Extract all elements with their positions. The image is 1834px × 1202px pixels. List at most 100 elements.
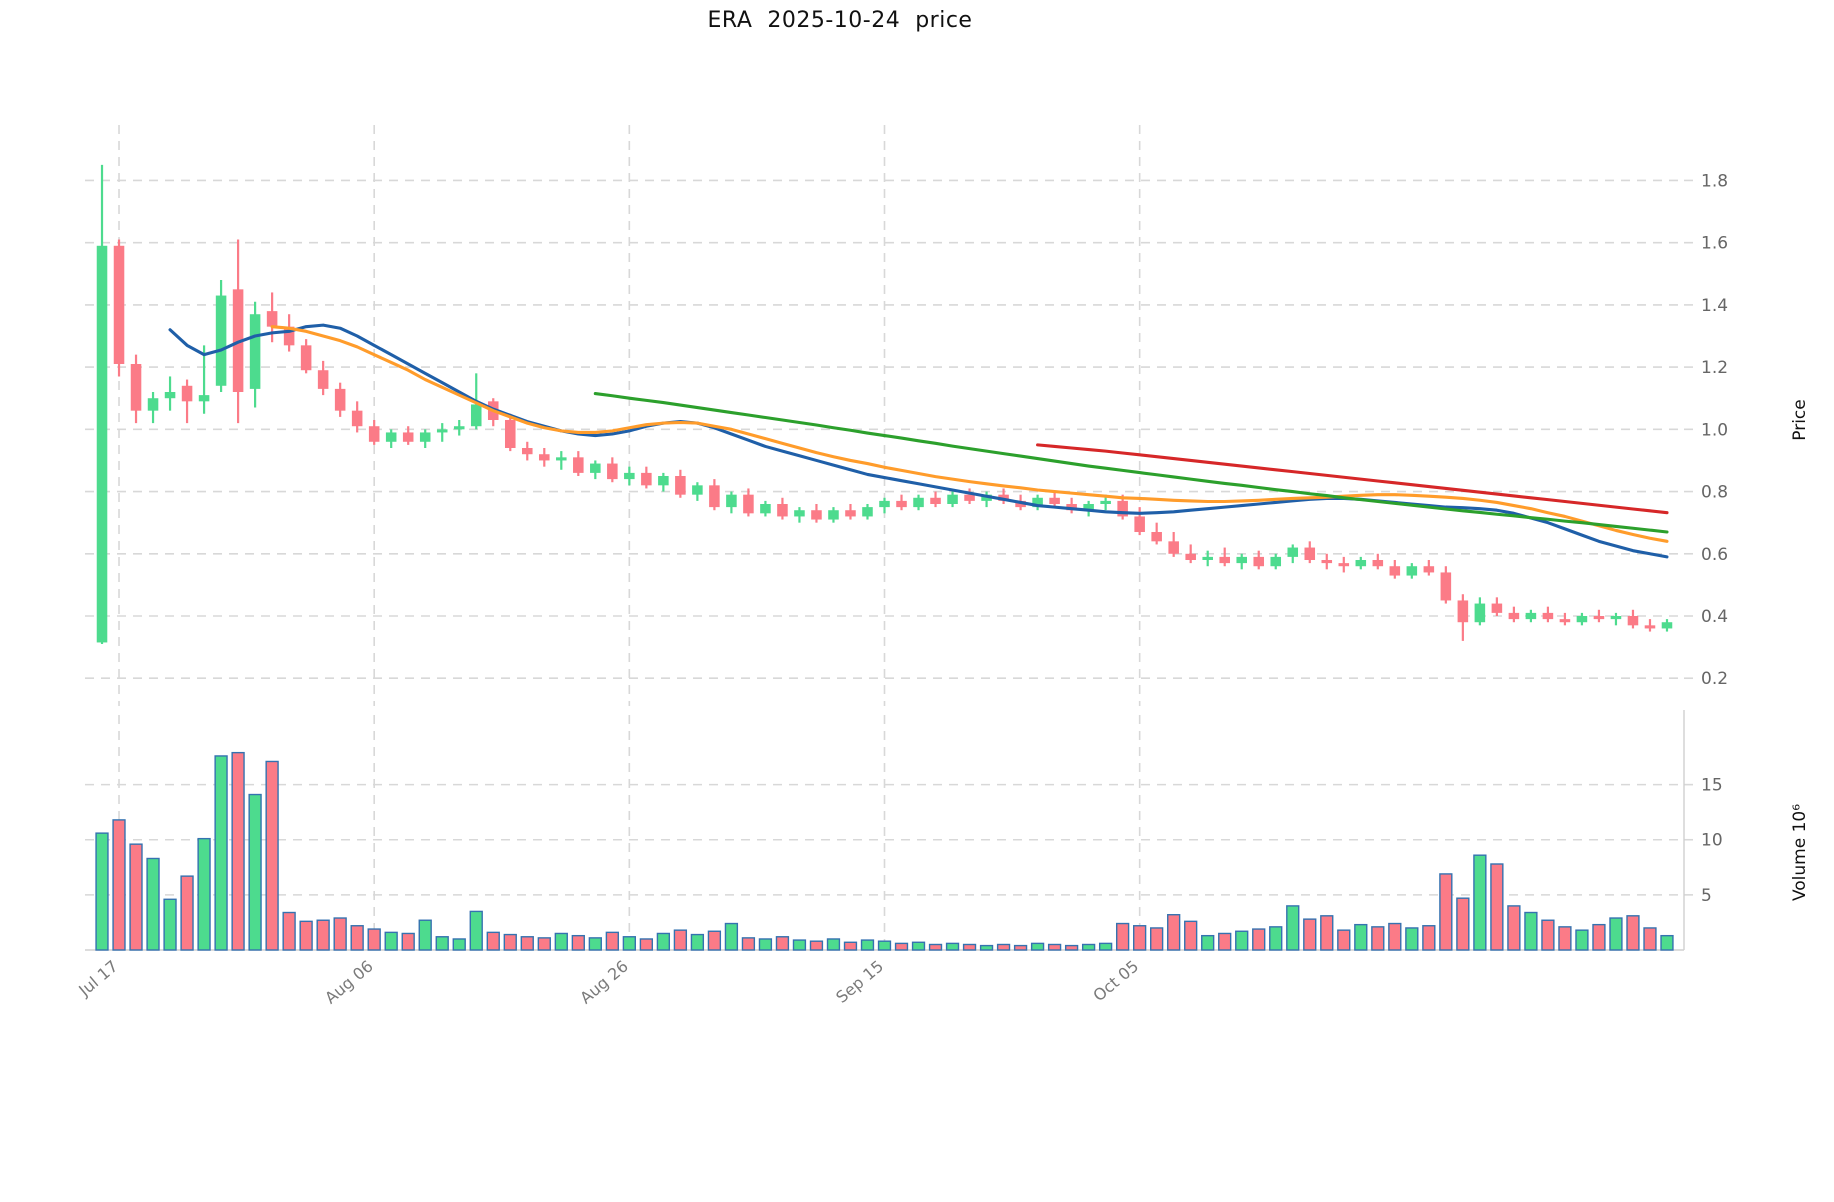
- candle-body: [1372, 560, 1384, 567]
- price-axis-title: Price: [1790, 399, 1810, 440]
- candle-body: [1304, 547, 1316, 560]
- volume-bar: [1626, 915, 1640, 951]
- volume-bar: [622, 936, 636, 951]
- candle-body: [1593, 616, 1605, 620]
- candle-body: [1576, 616, 1588, 623]
- volume-bar: [741, 937, 756, 951]
- candle-body: [1151, 532, 1162, 542]
- candle-body: [1389, 566, 1401, 576]
- volume-bar: [1030, 942, 1045, 951]
- candle-body: [845, 510, 856, 517]
- volume-axis-title: Volume 10⁶: [1790, 804, 1810, 901]
- volume-bar: [265, 760, 279, 951]
- price-tick-label: 0.4: [1701, 607, 1728, 627]
- volume-bar: [571, 934, 585, 951]
- volume-bar: [1558, 926, 1572, 951]
- candle-body: [777, 504, 788, 517]
- x-tick-label: Sep 15: [832, 957, 887, 1007]
- candle-body: [726, 494, 737, 508]
- volume-bar: [1286, 905, 1300, 951]
- candle-body: [1202, 556, 1213, 560]
- volume-bar: [163, 898, 177, 951]
- volume-tick-label: 5: [1701, 886, 1712, 906]
- volume-bar: [1150, 927, 1164, 951]
- volume-bar: [112, 819, 126, 951]
- candle-body: [1423, 566, 1435, 573]
- volume-bar: [384, 931, 398, 951]
- volume-bar: [316, 919, 330, 951]
- price-tick-label: 1.0: [1701, 420, 1728, 440]
- volume-bar: [775, 936, 790, 951]
- volume-bar: [299, 920, 313, 951]
- candle-body: [1457, 600, 1469, 623]
- candle-body: [1219, 556, 1230, 564]
- candle-body: [1117, 500, 1128, 517]
- volume-bar: [1422, 925, 1436, 951]
- volume-bar: [129, 843, 143, 951]
- candle-body: [1355, 560, 1367, 567]
- volume-bar: [843, 941, 858, 951]
- volume-bar: [1201, 934, 1215, 951]
- volume-bar: [1098, 942, 1113, 951]
- price-tick-label: 1.8: [1701, 171, 1728, 191]
- x-tick-label: Jul 17: [74, 957, 121, 1001]
- volume-bar: [1575, 929, 1589, 951]
- x-tick-label: Aug 06: [321, 957, 377, 1008]
- candle-body: [692, 485, 703, 495]
- volume-bar: [1388, 922, 1402, 951]
- volume-bar: [605, 931, 619, 951]
- candle-body: [743, 494, 754, 514]
- candle-body: [198, 395, 210, 402]
- candle-body: [641, 472, 652, 486]
- candle-body: [1287, 547, 1299, 557]
- volume-bar: [877, 940, 892, 951]
- volume-bars-group: [95, 751, 1674, 951]
- candle-body: [504, 420, 516, 448]
- volume-bar: [1592, 923, 1606, 951]
- candle-body: [1168, 541, 1179, 554]
- candle-body: [590, 463, 601, 473]
- candle-body: [368, 426, 380, 442]
- volume-bar: [1354, 923, 1368, 951]
- volume-bar: [996, 943, 1011, 951]
- candle-body: [1100, 500, 1111, 504]
- volume-bar: [588, 937, 602, 951]
- candle-body: [794, 510, 805, 517]
- volume-bar: [707, 930, 722, 951]
- candle-body: [896, 500, 907, 508]
- candle-body: [1185, 553, 1196, 560]
- candle-body: [913, 497, 924, 508]
- candle-body: [1236, 556, 1247, 564]
- volume-bar: [1167, 914, 1181, 951]
- volume-bar: [1184, 920, 1198, 951]
- volume-bar: [928, 943, 943, 951]
- volume-bar: [367, 928, 381, 951]
- candle-body: [96, 245, 108, 643]
- axis-labels-group: 1.8 1.6 1.4 1.2 1.0 0.8 0.6 0.4 0.2 15 10 5 Jul 17 Au…: [74, 171, 1810, 1007]
- candle-body: [1270, 556, 1282, 567]
- volume-bar: [231, 751, 245, 951]
- volume-bar: [724, 922, 739, 951]
- volume-tick-label: 15: [1701, 776, 1723, 796]
- volume-bar: [1320, 915, 1334, 951]
- volume-bar: [197, 837, 211, 951]
- candle-body: [1491, 603, 1503, 613]
- candle-body: [947, 494, 958, 504]
- volume-bar: [1490, 863, 1504, 951]
- volume-bar: [1081, 943, 1096, 951]
- volume-bar: [401, 932, 415, 951]
- price-tick-label: 0.8: [1701, 483, 1728, 503]
- volume-bar: [945, 942, 960, 951]
- ma-line-1: [270, 325, 1669, 543]
- candle-body: [215, 295, 227, 386]
- volume-bar: [333, 917, 347, 951]
- candle-body: [675, 476, 686, 495]
- volume-bar: [1473, 854, 1487, 951]
- candle-body: [113, 245, 125, 364]
- candle-body: [266, 311, 278, 327]
- volume-bar: [1064, 944, 1079, 951]
- volume-bar: [1371, 926, 1385, 951]
- candle-body: [828, 510, 839, 520]
- volume-bar: [418, 919, 432, 951]
- candle-body: [658, 476, 669, 486]
